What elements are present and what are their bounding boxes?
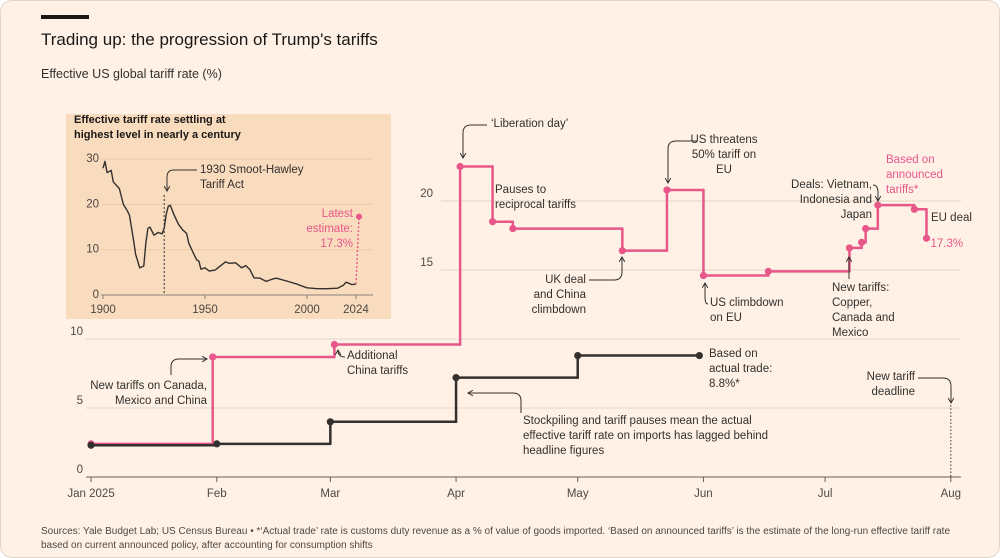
arrow — [701, 282, 709, 305]
arrow — [664, 140, 697, 184]
main-plot — [87, 162, 931, 449]
y-tick-label: 10 — [70, 326, 83, 338]
annotation: ‘Liberation day’ — [491, 118, 569, 130]
data-point — [456, 162, 464, 171]
marker-label: 1930 Smoot-Hawley Tariff Act — [200, 164, 304, 191]
arrows — [163, 124, 955, 413]
arrow — [334, 349, 346, 358]
inset-chart: 0 10 20 30 1900 1950 2000 2024 — [86, 153, 373, 316]
data-point — [663, 186, 671, 194]
y-tick-label: 15 — [420, 257, 433, 269]
data-point — [618, 247, 626, 255]
x-tick-label: Feb — [207, 488, 227, 500]
inset-y-tick-label: 30 — [86, 153, 99, 165]
inset-series-label: Latest estimate: 17.3% — [306, 208, 353, 250]
arrow — [467, 389, 522, 413]
x-tick-label: Jul — [818, 488, 833, 500]
data-point — [488, 218, 497, 226]
arrow — [459, 124, 487, 159]
data-point — [452, 374, 460, 382]
x-tick-label: Jan 2025 — [67, 488, 114, 500]
series-label: Based on announced tariffs* — [886, 154, 943, 196]
inset-point — [356, 213, 363, 220]
annotation: EU deal — [931, 212, 972, 224]
inset-title: Effective tariff rate settling at highes… — [74, 114, 241, 141]
inset-line — [355, 216, 360, 285]
inset-y-tick-label: 10 — [86, 244, 99, 256]
brand-bar — [41, 15, 89, 19]
inset-x-tick-label: 2000 — [294, 304, 320, 316]
inset-y-tick-label: 20 — [86, 198, 99, 210]
chart-subtitle: Effective US global tariff rate (%) — [41, 67, 222, 81]
main-grid: 0 5 10 15 20 Jan 2025 Feb Mar Apr May Jun Jul Aug — [67, 188, 961, 500]
x-tick-label: Apr — [447, 488, 465, 500]
inset-line — [102, 160, 357, 290]
y-tick-label: 20 — [420, 188, 433, 200]
annotation: New tariffs: Copper, Canada and Mexico — [832, 282, 895, 339]
chart-title: Trading up: the progression of Trump's t… — [41, 30, 378, 49]
data-point — [764, 267, 772, 275]
annotation: US threatens 50% tariff on EU — [690, 134, 758, 176]
data-point — [213, 440, 221, 448]
inset-y-tick-label: 0 — [93, 289, 99, 301]
data-point — [858, 238, 866, 246]
annotation: Deals: Vietnam, Indonesia and Japan — [791, 179, 872, 221]
data-point — [87, 441, 95, 449]
data-point — [209, 353, 217, 361]
data-point — [845, 244, 854, 252]
value-label: 17.3% — [930, 238, 964, 251]
annotation: New tariff deadline — [866, 371, 915, 398]
x-tick-label: Aug — [941, 488, 961, 500]
data-point — [574, 351, 582, 360]
arrow — [872, 184, 882, 202]
inset-x-tick-label: 1900 — [90, 304, 116, 316]
series-label: Based on actual trade: 8.8%* — [709, 348, 773, 390]
arrow — [918, 377, 955, 404]
data-point — [699, 271, 708, 280]
annotation: New tariffs on Canada, Mexico and China — [90, 380, 207, 407]
annotation: Additional China tariffs — [347, 350, 409, 377]
data-point — [695, 351, 703, 360]
arrow — [170, 355, 208, 375]
y-tick-label: 0 — [77, 464, 83, 476]
inset-box — [66, 114, 391, 319]
data-point — [509, 225, 517, 233]
data-point — [862, 225, 870, 233]
x-tick-label: Mar — [320, 488, 340, 500]
data-point — [330, 340, 338, 349]
data-point — [874, 201, 882, 209]
inset-x-tick-label: 2024 — [343, 304, 369, 316]
x-tick-label: Jun — [694, 488, 713, 500]
data-point — [326, 418, 334, 426]
annotation: Pauses to reciprocal tariffs — [495, 184, 576, 211]
arrow — [589, 256, 626, 281]
arrow — [163, 169, 197, 192]
source-note: Sources: Yale Budget Lab; US Census Bure… — [41, 526, 951, 551]
data-point — [922, 234, 931, 242]
x-tick-label: May — [567, 488, 589, 500]
data-point — [910, 205, 918, 213]
inset-x-tick-label: 1950 — [192, 304, 218, 316]
annotation: Stockpiling and tariff pauses mean the a… — [523, 415, 769, 457]
annotation: UK deal and China climbdown — [531, 274, 586, 316]
y-tick-label: 5 — [77, 395, 83, 407]
annotation: US climbdown on EU — [710, 297, 784, 324]
